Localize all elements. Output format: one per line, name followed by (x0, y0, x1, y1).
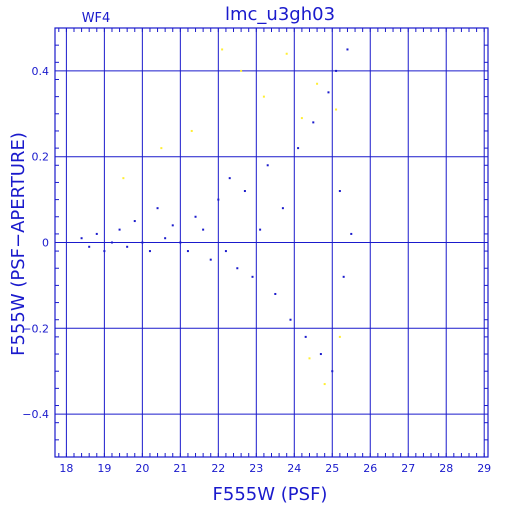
x-tick-label: 20 (135, 462, 149, 475)
data-point (350, 232, 353, 235)
data-point (88, 245, 91, 248)
data-point (160, 147, 163, 150)
data-point (164, 237, 167, 240)
data-point (243, 190, 246, 193)
data-point (186, 250, 189, 253)
data-point (308, 357, 311, 360)
data-point (319, 353, 322, 356)
data-point (346, 48, 349, 51)
data-point (141, 241, 144, 244)
x-tick-label: 18 (59, 462, 73, 475)
tick-labels: 18 19 20 21 22 23 24 25 26 27 28 29 −0.4 −0.2 0 0.2 0.4 (22, 65, 491, 475)
data-point (259, 228, 262, 231)
data-point (118, 228, 121, 231)
data-point (95, 232, 98, 235)
data-point (171, 224, 174, 227)
data-point (335, 69, 338, 72)
y-tick-label: 0.4 (32, 65, 50, 78)
data-points (80, 48, 353, 386)
data-point (274, 292, 277, 295)
data-point (331, 370, 334, 373)
data-point (338, 190, 341, 193)
data-point (110, 241, 113, 244)
x-tick-label: 24 (287, 462, 301, 475)
data-point (300, 117, 303, 120)
data-point (327, 91, 330, 94)
data-point (103, 250, 106, 253)
data-point (236, 267, 239, 270)
x-tick-label: 22 (211, 462, 225, 475)
data-point (338, 335, 341, 338)
y-axis-label: F555W (PSF−APERTURE) (8, 132, 29, 356)
data-point (240, 69, 243, 72)
data-point (209, 258, 212, 261)
panel-label: WF4 (82, 11, 111, 26)
y-tick-label: −0.4 (22, 408, 49, 421)
data-point (304, 335, 307, 338)
data-point (126, 245, 129, 248)
data-point (228, 177, 231, 180)
data-point (285, 52, 288, 55)
chart-title: lmc_u3gh03 (225, 4, 335, 25)
data-point (312, 121, 315, 124)
y-tick-label: −0.2 (22, 322, 49, 335)
data-point (323, 383, 326, 386)
data-point (281, 207, 284, 210)
x-tick-label: 25 (325, 462, 339, 475)
data-point (194, 215, 197, 218)
data-point (297, 147, 300, 150)
data-point (179, 241, 182, 244)
data-point (251, 275, 254, 278)
data-point (156, 207, 159, 210)
data-point (266, 164, 269, 167)
data-point (316, 82, 319, 85)
data-point (122, 177, 125, 180)
x-tick-label: 19 (97, 462, 111, 475)
x-tick-label: 23 (249, 462, 263, 475)
x-tick-label: 29 (477, 462, 491, 475)
data-point (217, 198, 220, 201)
data-point (202, 228, 205, 231)
x-tick-label: 21 (173, 462, 187, 475)
data-point (262, 95, 265, 98)
x-axis-label: F555W (PSF) (213, 484, 328, 505)
axis-ticks (55, 27, 488, 458)
x-tick-label: 26 (363, 462, 377, 475)
x-tick-label: 27 (401, 462, 415, 475)
y-tick-label: 0.2 (32, 151, 50, 164)
data-point (289, 318, 292, 321)
y-tick-label: 0 (42, 237, 49, 250)
data-point (221, 48, 224, 51)
data-point (133, 220, 136, 223)
data-point (224, 250, 227, 253)
data-point (80, 237, 83, 240)
data-point (148, 250, 151, 253)
data-point (342, 275, 345, 278)
grid-lines (55, 28, 488, 457)
data-point (335, 108, 338, 111)
data-point (190, 129, 193, 132)
x-tick-label: 28 (439, 462, 453, 475)
